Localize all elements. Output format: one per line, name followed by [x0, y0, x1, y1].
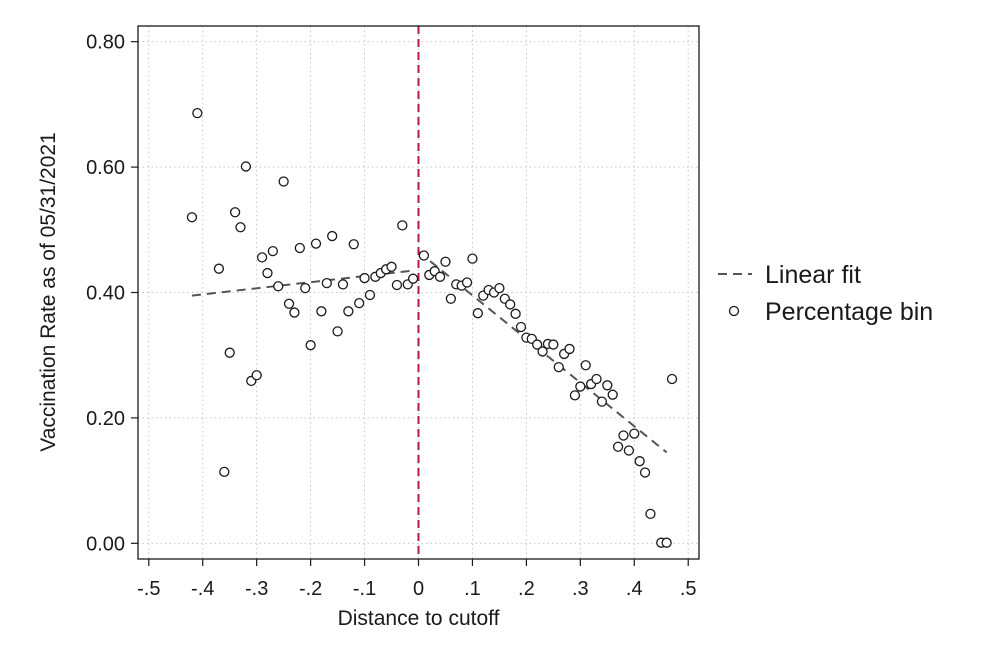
- data-point: [548, 339, 559, 350]
- data-point: [494, 282, 505, 294]
- x-tick-label: 0: [413, 578, 424, 600]
- y-tick-label: 0.80: [86, 32, 125, 54]
- data-point: [445, 293, 457, 304]
- data-point: [316, 306, 327, 317]
- data-point: [580, 360, 591, 371]
- data-point: [283, 298, 295, 309]
- y-tick-label: 0.60: [86, 157, 125, 179]
- y-tick-label: 0.40: [86, 283, 125, 305]
- data-point: [354, 298, 365, 309]
- data-point: [418, 250, 430, 261]
- data-point: [596, 396, 608, 407]
- data-point: [359, 272, 370, 284]
- data-point: [343, 306, 354, 317]
- data-point: [332, 326, 343, 337]
- y-tick-label: 0.20: [86, 408, 125, 430]
- data-point: [294, 242, 305, 254]
- x-tick-label: -.5: [137, 578, 160, 600]
- data-point: [623, 445, 635, 456]
- data-point: [273, 281, 284, 292]
- legend-bin-label: Percentage bin: [765, 298, 933, 326]
- data-point: [267, 245, 279, 257]
- data-point: [386, 261, 397, 272]
- legend-fit-label: Linear fit: [765, 261, 861, 289]
- data-point: [224, 347, 235, 358]
- data-point: [569, 390, 581, 401]
- x-tick-label: .2: [518, 578, 535, 600]
- y-axis-title: Vaccination Rate as of 05/31/2021: [37, 132, 60, 452]
- data-point: [213, 263, 225, 274]
- data-point: [219, 466, 230, 477]
- data-point: [348, 239, 359, 250]
- data-point: [310, 238, 322, 249]
- data-point: [235, 222, 246, 233]
- data-point: [440, 256, 451, 267]
- data-point: [645, 508, 656, 520]
- data-point: [629, 428, 640, 439]
- legend: Linear fit Percentage bin: [718, 261, 933, 326]
- x-tick-label: .3: [572, 578, 589, 600]
- data-point: [537, 346, 548, 357]
- data-point: [240, 161, 252, 172]
- x-axis-title: Distance to cutoff: [338, 607, 500, 630]
- data-point: [515, 321, 527, 333]
- data-point: [256, 252, 268, 263]
- data-point: [510, 308, 521, 319]
- data-point: [289, 307, 300, 318]
- data-point: [553, 361, 564, 373]
- data-point: [661, 537, 672, 548]
- data-point: [591, 373, 602, 385]
- data-point: [666, 373, 678, 385]
- data-point: [467, 253, 478, 264]
- data-point: [532, 339, 543, 350]
- data-point: [251, 370, 262, 381]
- data-point: [229, 207, 241, 218]
- data-point: [364, 289, 376, 301]
- data-point: [505, 299, 516, 310]
- data-point: [321, 277, 332, 289]
- x-tick-label: .4: [626, 578, 643, 600]
- data-point: [634, 456, 645, 467]
- data-point: [461, 277, 473, 288]
- data-point: [607, 389, 618, 400]
- data-point: [472, 308, 483, 319]
- data-point: [278, 176, 289, 187]
- data-point: [305, 340, 316, 351]
- data-point: [612, 441, 624, 452]
- data-point: [434, 271, 446, 282]
- x-axis: -.5 -.4 -.3 -.2 -.1 0 .1 .2 .3 .4 .5: [137, 559, 697, 600]
- percentage-bin-points: [186, 108, 678, 548]
- data-point: [192, 108, 203, 119]
- data-point: [575, 381, 586, 392]
- x-tick-label: .1: [464, 578, 481, 600]
- y-tick-label: 0.00: [86, 533, 125, 555]
- data-point: [407, 273, 419, 284]
- data-point: [639, 467, 651, 478]
- x-tick-label: -.3: [245, 578, 268, 600]
- data-point: [300, 282, 311, 294]
- x-tick-label: -.2: [299, 578, 322, 600]
- data-point: [564, 343, 575, 355]
- x-tick-label: .5: [680, 578, 697, 600]
- data-point: [262, 267, 273, 279]
- legend-bin-swatch: [728, 305, 740, 317]
- x-tick-label: -.1: [353, 578, 376, 600]
- data-point: [327, 230, 338, 242]
- data-point: [602, 380, 613, 391]
- data-point: [186, 212, 198, 223]
- data-point: [397, 220, 408, 231]
- data-point: [337, 279, 349, 290]
- y-axis: 0.00 0.20 0.40 0.60 0.80: [86, 32, 138, 555]
- x-tick-label: -.4: [191, 578, 214, 600]
- data-point: [618, 430, 629, 441]
- data-point: [391, 279, 403, 291]
